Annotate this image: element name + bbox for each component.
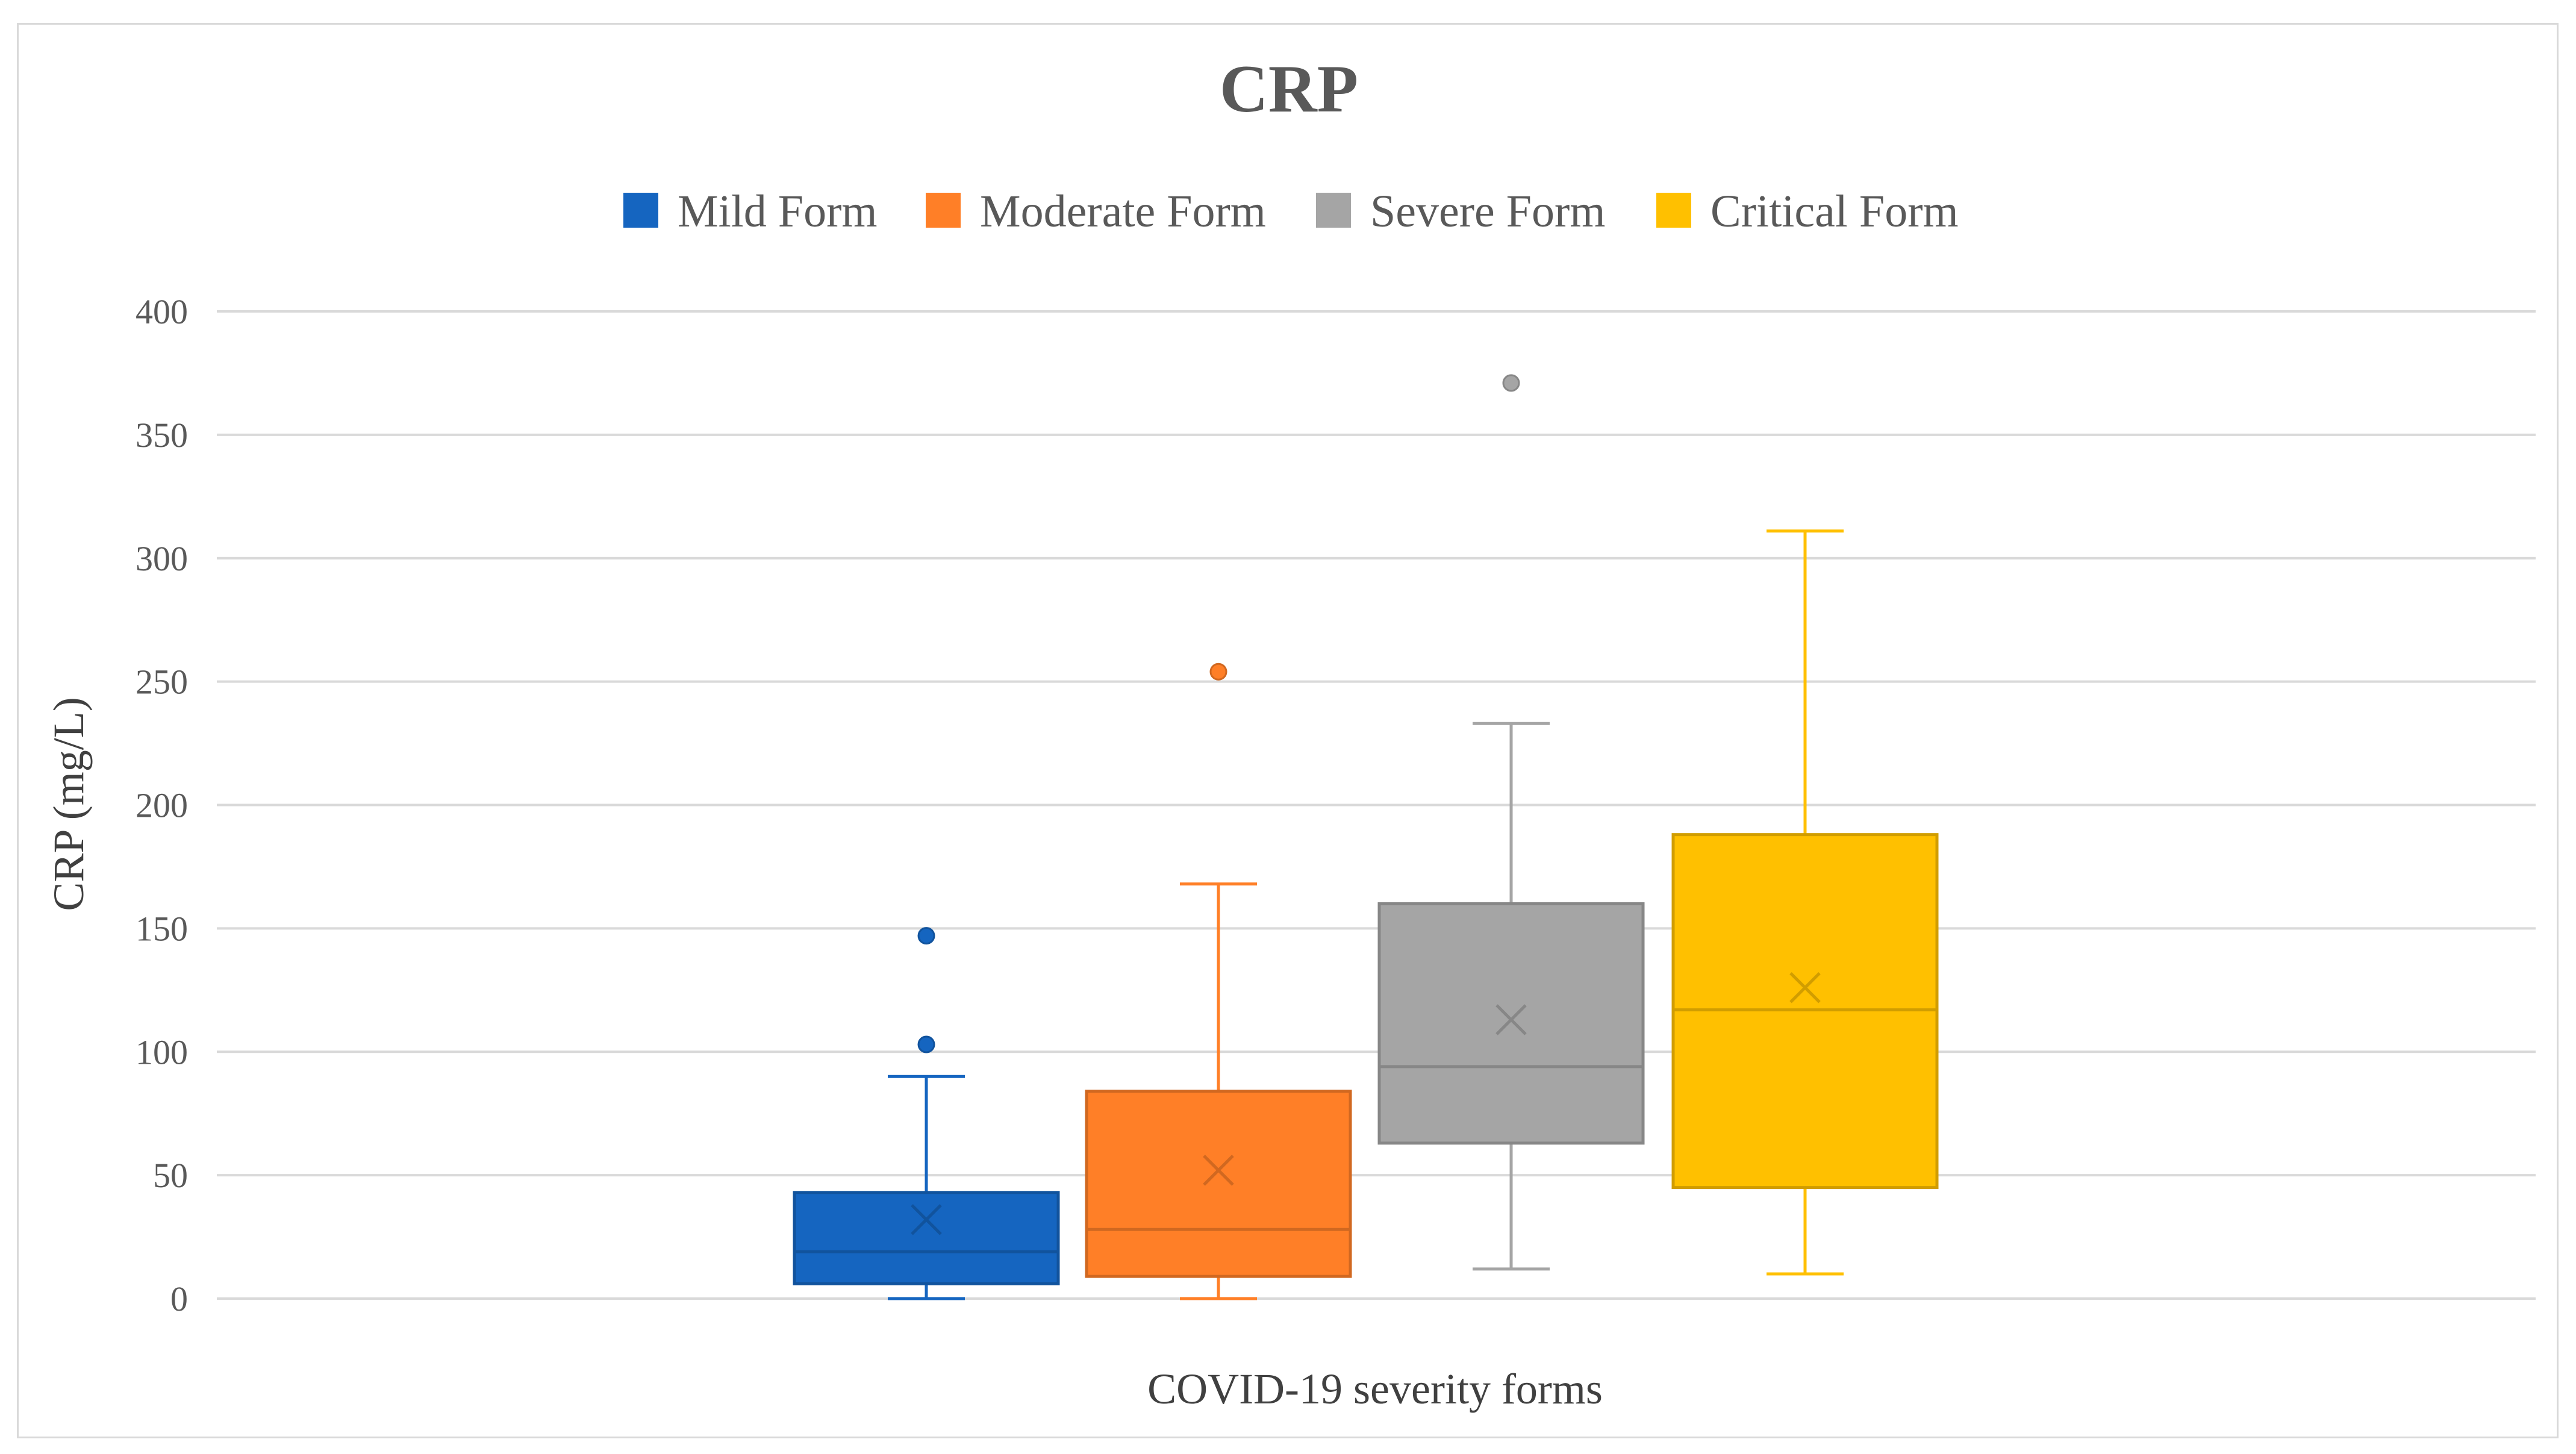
mean-marker [1789,972,1821,1003]
legend-swatch-4 [1656,193,1691,228]
x-axis-label: COVID-19 severity forms [1147,1365,1603,1413]
box-moderate-form [1085,663,1352,1300]
gridlines [217,310,2536,1300]
chart-title: CRP [1220,52,1358,126]
legend-swatch-1 [623,193,658,228]
y-tick-label: 200 [136,786,188,825]
legend-label: Moderate Form [980,186,1266,237]
iqr-box [793,1191,1060,1285]
mean-marker [1203,1155,1234,1186]
box-critical-form [1671,529,1939,1276]
y-tick-label: 50 [153,1156,188,1195]
y-tick-label: 400 [136,292,188,331]
y-axis-ticks: 0 50 100 150 200 250 300 350 400 [136,292,188,1318]
y-tick-label: 250 [136,663,188,702]
y-tick-label: 0 [170,1279,188,1318]
box-severe-form [1377,374,1645,1271]
mean-marker [911,1204,942,1235]
iqr-box [1085,1090,1352,1278]
outlier-point [917,927,935,945]
outlier-point [917,1035,935,1053]
y-tick-label: 150 [136,909,188,948]
legend-swatch-3 [1316,193,1351,228]
y-tick-label: 100 [136,1032,188,1072]
legend-label: Severe Form [1370,186,1605,237]
legend-swatch-2 [926,193,961,228]
legend: Mild Form Moderate Form Severe Form Critica… [623,186,1959,237]
mean-marker [1495,1004,1527,1035]
y-tick-label: 350 [136,416,188,455]
iqr-box [1377,902,1645,1145]
legend-label: Mild Form [678,186,878,237]
box-plots [793,374,1939,1300]
legend-label: Critical Form [1711,186,1959,237]
outlier-point [1502,374,1520,392]
y-tick-label: 300 [136,539,188,578]
y-axis-label: CRP (mg/L) [45,697,93,911]
outlier-point [1209,663,1227,681]
box-mild-form [793,927,1060,1300]
